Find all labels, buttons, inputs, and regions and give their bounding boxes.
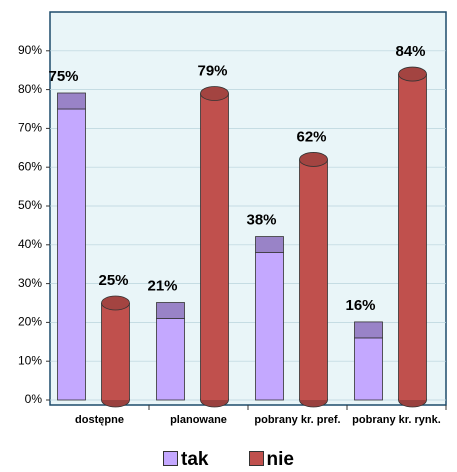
y-tick-label: 50% xyxy=(18,198,42,212)
y-tick-label: 30% xyxy=(18,276,42,290)
x-tick-label: pobrany kr. rynk. xyxy=(352,414,441,426)
bar-body xyxy=(354,337,383,401)
x-tick-label: planowane xyxy=(170,414,227,426)
legend-swatch xyxy=(163,451,179,466)
legend-swatch xyxy=(248,451,264,466)
value-label: 62% xyxy=(296,128,326,145)
bar-top xyxy=(156,302,185,319)
y-tick-label: 60% xyxy=(18,159,42,173)
bar-body xyxy=(57,108,86,401)
legend-label: tak xyxy=(181,449,209,470)
bar-body xyxy=(200,93,229,400)
y-tick-label: 80% xyxy=(18,82,42,96)
value-label: 38% xyxy=(246,212,276,229)
value-label: 21% xyxy=(147,277,177,294)
bar xyxy=(200,86,229,408)
legend-item: nie xyxy=(248,449,294,470)
legend: tak nie xyxy=(0,449,457,471)
value-label: 16% xyxy=(345,297,375,314)
y-tick-label: 70% xyxy=(18,121,42,135)
legend-label: nie xyxy=(266,449,294,470)
x-tick-label: pobrany kr. pref. xyxy=(254,414,341,426)
value-label: 84% xyxy=(395,43,425,60)
y-tick-label: 20% xyxy=(18,315,42,329)
bar-body xyxy=(101,303,130,400)
x-tick-label: dostępne xyxy=(75,414,124,426)
bar-top xyxy=(354,321,383,339)
bar-body xyxy=(255,252,284,401)
bar-top xyxy=(101,295,130,311)
y-tick-label: 40% xyxy=(18,237,42,251)
y-tick-label: 90% xyxy=(18,43,42,57)
bar-top xyxy=(255,236,284,253)
value-label: 75% xyxy=(48,68,78,85)
bar-body xyxy=(398,74,427,400)
bar xyxy=(101,295,130,408)
bar xyxy=(398,66,427,408)
value-label: 25% xyxy=(98,272,128,289)
bar-top xyxy=(200,86,229,101)
legend-item: tak xyxy=(163,449,209,470)
bar-body xyxy=(299,159,328,400)
y-tick-label: 0% xyxy=(25,392,43,406)
bar-body xyxy=(156,318,185,401)
bar xyxy=(354,321,383,401)
bar-top xyxy=(299,152,328,167)
value-label: 79% xyxy=(197,62,227,79)
chart-svg: 0% 10% 20% 30% 40% 50% 60% 70% 80% 90% 75% 25% 21% 79… xyxy=(18,11,447,410)
bar-top xyxy=(398,66,427,82)
bar xyxy=(57,92,86,401)
bar xyxy=(299,152,328,408)
bar-top xyxy=(57,92,86,110)
y-tick-label: 10% xyxy=(18,353,42,367)
bar xyxy=(156,302,185,401)
bar xyxy=(255,236,284,401)
